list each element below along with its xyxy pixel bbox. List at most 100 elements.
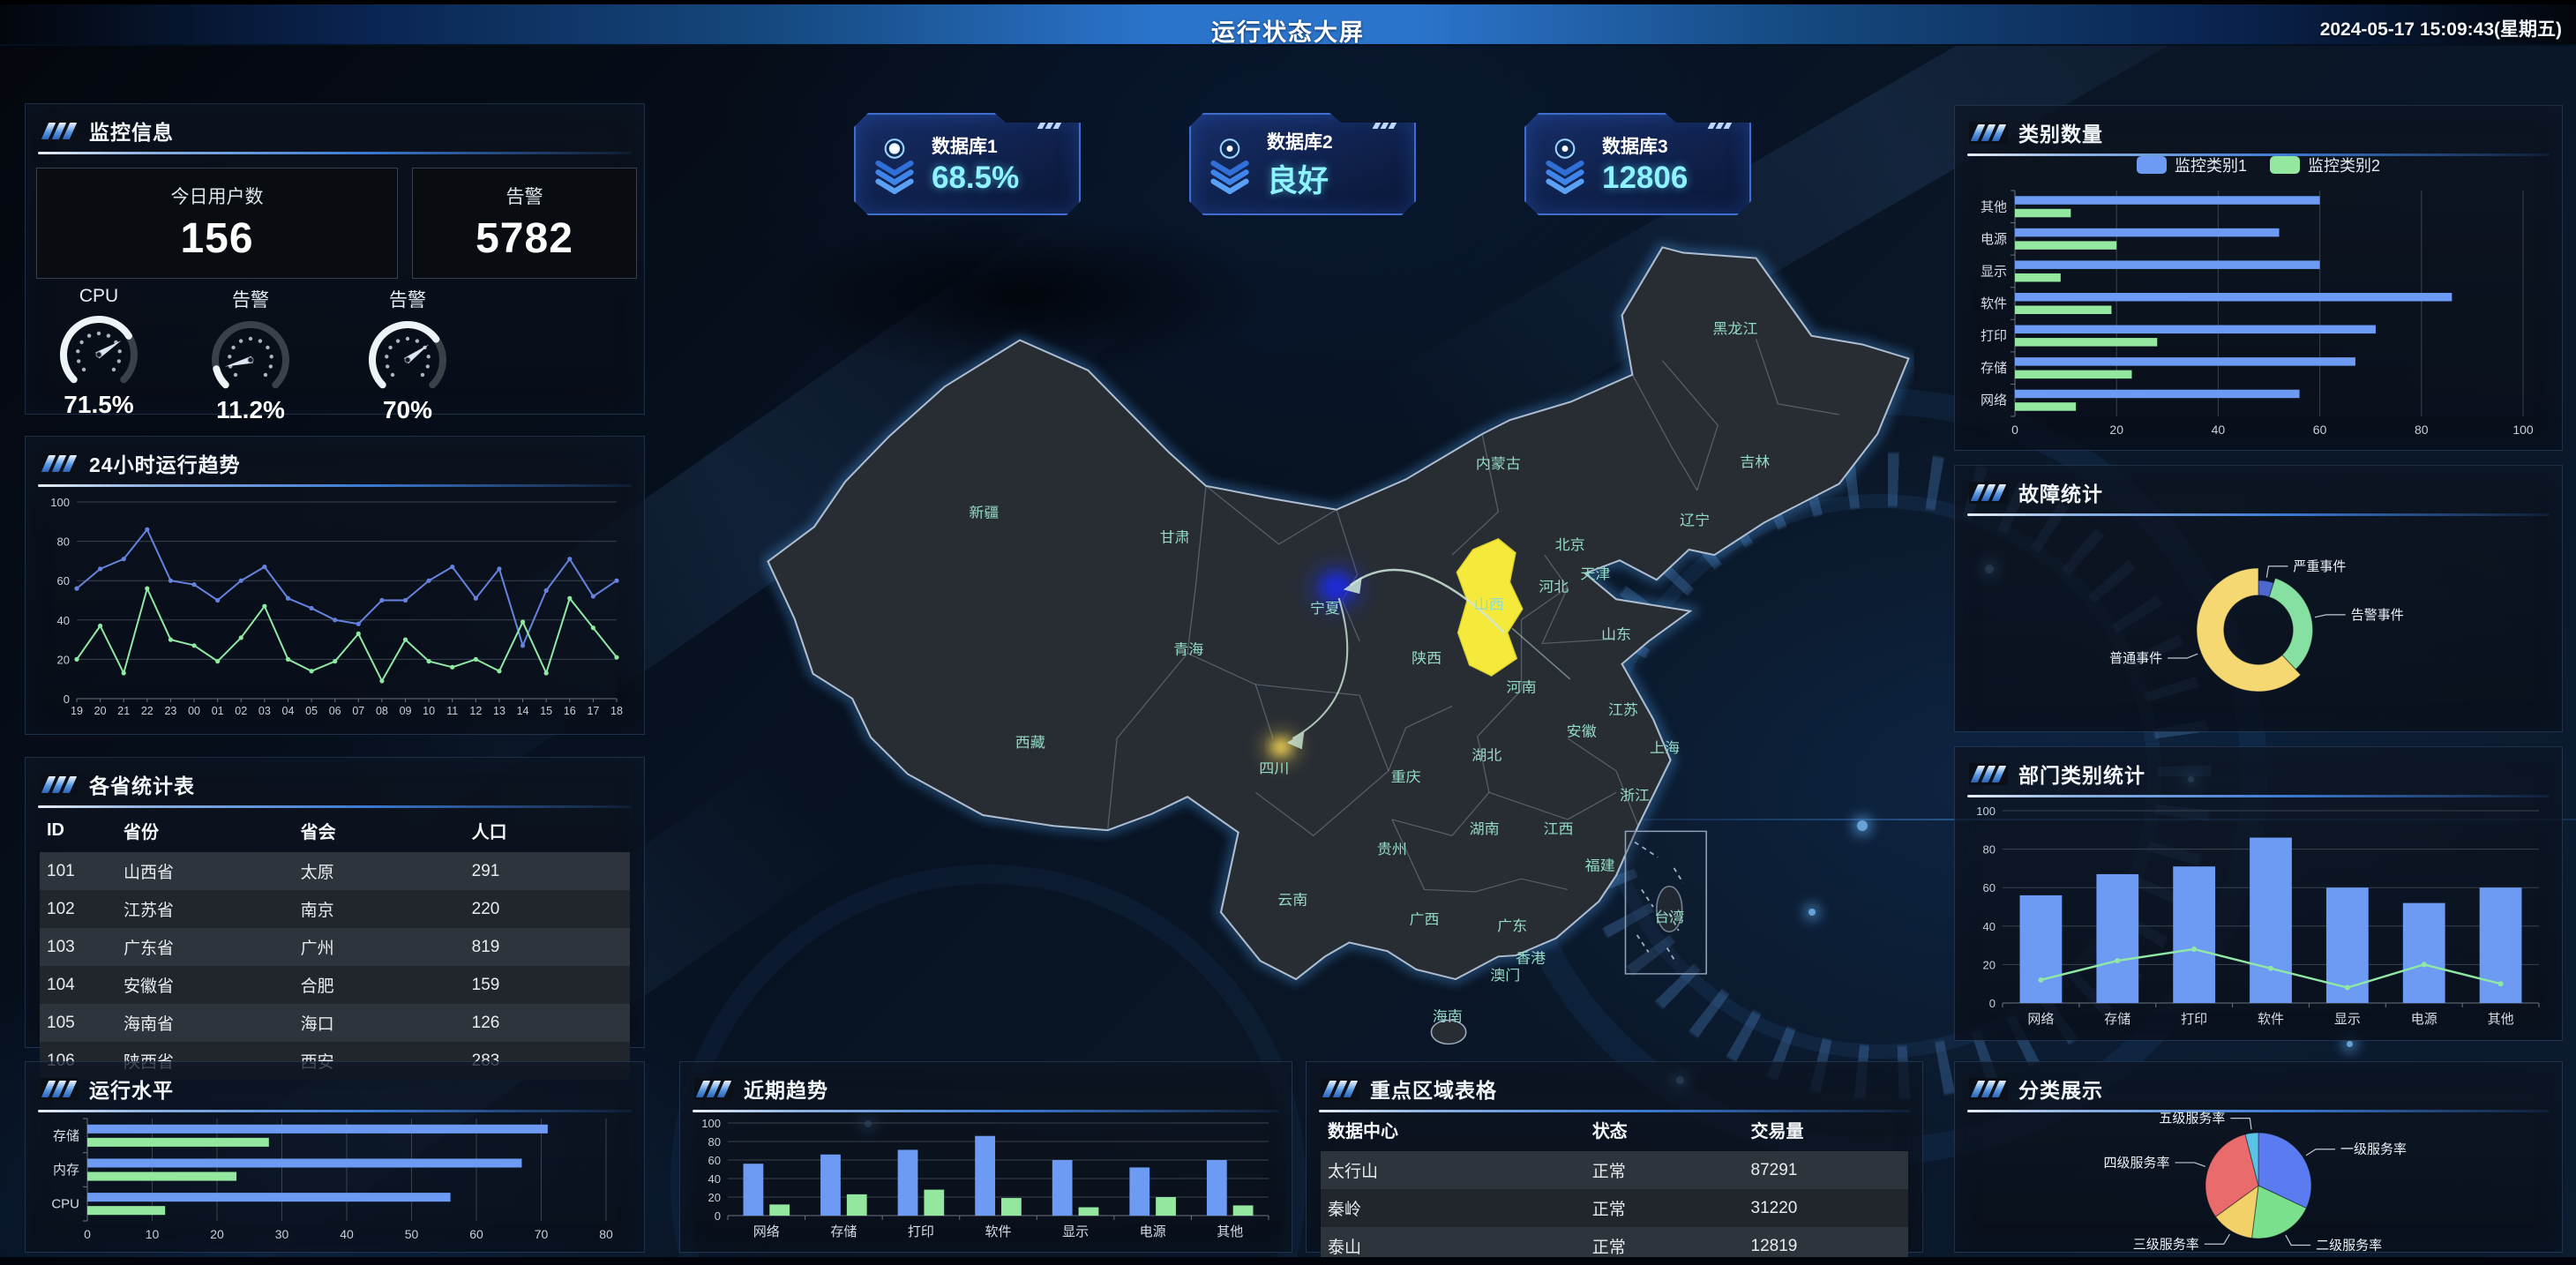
stat-label: 今日用户数 [170,187,264,207]
card-stripes-icon [1711,117,1732,129]
map-province-label: 新疆 [969,505,999,520]
map-province-label: 澳门 [1490,969,1520,984]
panel-fault-stats: 故障统计 严重事件 告警事件 普通事件 [1954,465,2563,732]
gauge-value: 70% [382,396,433,423]
svg-text:100: 100 [50,496,70,509]
map-province-label: 安徽 [1567,724,1598,739]
gauge-label: 告警 [389,290,426,311]
table-row: 秦岭 正常 31220 [1321,1189,1908,1227]
svg-text:显示: 显示 [1062,1224,1089,1239]
svg-text:80: 80 [2415,423,2429,437]
map-province-label: 海南 [1433,1009,1463,1024]
svg-text:19: 19 [71,705,83,717]
gauge-alert-2: 告警 70% [341,286,474,424]
legend-swatch [2136,156,2167,174]
map-province-label: 河南 [1507,680,1537,695]
hainan-shape [1430,1019,1467,1045]
db-card-value: 68.5% [932,161,1020,195]
table-cell: 安徽省 [123,977,174,996]
svg-text:电源: 电源 [1981,232,2007,247]
svg-text:40: 40 [340,1227,354,1241]
svg-text:CPU: CPU [51,1197,79,1212]
map-province-label: 广东 [1497,918,1527,933]
panel-stripes-icon [1969,1077,2008,1100]
svg-text:20: 20 [210,1227,224,1241]
database-icon [1540,134,1590,194]
svg-text:0: 0 [84,1227,91,1241]
table-cell: 159 [471,975,500,994]
map-province-label: 广西 [1410,912,1440,927]
svg-text:严重事件: 严重事件 [2293,559,2346,574]
panel-province-table: 各省统计表 ID 省份 省会 人口 101 山西省 太原 291 102 江苏省 南京 220 103 广… [25,757,645,1080]
map-province-label: 云南 [1277,893,1307,908]
svg-text:60: 60 [1983,881,1996,894]
map-province-label: 天津 [1580,567,1610,582]
legend-swatch [2270,156,2300,174]
panel-stripes-icon [694,1077,733,1100]
db-card-value: 良好 [1267,163,1329,198]
panel-underline [1967,513,2550,516]
table-cell: 正常 [1591,1163,1626,1181]
svg-text:12: 12 [469,705,482,717]
header-datetime: 2024-05-17 15:09:43(星期五) [2319,19,2562,40]
svg-text:17: 17 [587,705,599,717]
column-header: 人口 [471,823,507,842]
db-card-1: 数据库1 68.5% [854,113,1081,215]
panel-underline [38,484,632,487]
table-cell: 126 [471,1013,500,1032]
svg-text:0: 0 [64,692,70,706]
map-province-label: 四川 [1259,761,1289,776]
panel-title: 运行水平 [89,1079,174,1102]
db-card-value: 12806 [1602,161,1689,195]
gauge-value: 71.5% [64,391,134,418]
svg-text:电源: 电源 [1140,1224,1166,1239]
table-cell: 104 [47,975,75,994]
svg-text:80: 80 [599,1227,613,1241]
panel-title: 部门类别统计 [2018,764,2145,787]
table-cell: 海口 [300,1015,334,1034]
map-province-label: 黑龙江 [1712,322,1757,337]
panel-stripes-icon [40,452,79,475]
panel-title: 监控信息 [89,121,174,144]
panel-24h-trend: 24小时运行趋势 0 20 40 60 80 100 19 20 21 22 23 00 01 02 03 0… [25,436,645,735]
table-cell: 101 [47,861,75,880]
legend-item: 监控类别1 [2136,153,2247,176]
svg-text:软件: 软件 [2258,1012,2284,1027]
table-cell: 太原 [300,864,334,882]
panel-underline [1967,1110,2550,1112]
table-cell: 105 [47,1013,75,1032]
svg-text:其他: 其他 [1217,1224,1243,1239]
svg-text:三级服务率: 三级服务率 [2133,1237,2199,1252]
panel-stripes-icon [1969,121,2008,144]
panel-title: 24小时运行趋势 [89,453,241,476]
map-flow-markers [1262,561,1571,765]
svg-text:60: 60 [708,1154,721,1167]
svg-text:15: 15 [540,705,552,717]
card-stripes-icon [1375,117,1397,129]
svg-text:存储: 存储 [2104,1012,2130,1027]
map-province-label: 重庆 [1391,770,1421,785]
table-cell: 江苏省 [123,902,174,920]
gauge-alert-1: 告警 11.2% [184,286,317,424]
legend-label: 监控类别1 [2174,157,2247,175]
key-area-table: 数据中心 状态 交易量 太行山 正常 87291 秦岭 正常 31220 泰山 正常 12819 [1321,1108,1908,1265]
map-province-label: 江西 [1543,821,1573,836]
table-cell: 31220 [1750,1198,1798,1217]
table-cell: 12819 [1750,1236,1798,1255]
panel-underline [38,805,632,808]
map-province-label: 湖南 [1470,821,1500,836]
svg-text:存储: 存储 [53,1128,79,1143]
table-cell: 291 [471,861,500,880]
table-cell: 正常 [1591,1239,1626,1257]
svg-text:网络: 网络 [753,1224,780,1239]
table-row: 105 海南省 海口 126 [40,1004,630,1042]
table-cell: 海南省 [123,1015,174,1034]
svg-text:软件: 软件 [985,1224,1011,1239]
svg-text:60: 60 [57,574,70,588]
svg-text:07: 07 [352,705,364,717]
svg-text:40: 40 [708,1172,721,1186]
panel-stripes-icon [1321,1077,1359,1100]
map-province-label: 辽宁 [1680,513,1710,528]
decor-glow-dot [1857,820,1868,831]
